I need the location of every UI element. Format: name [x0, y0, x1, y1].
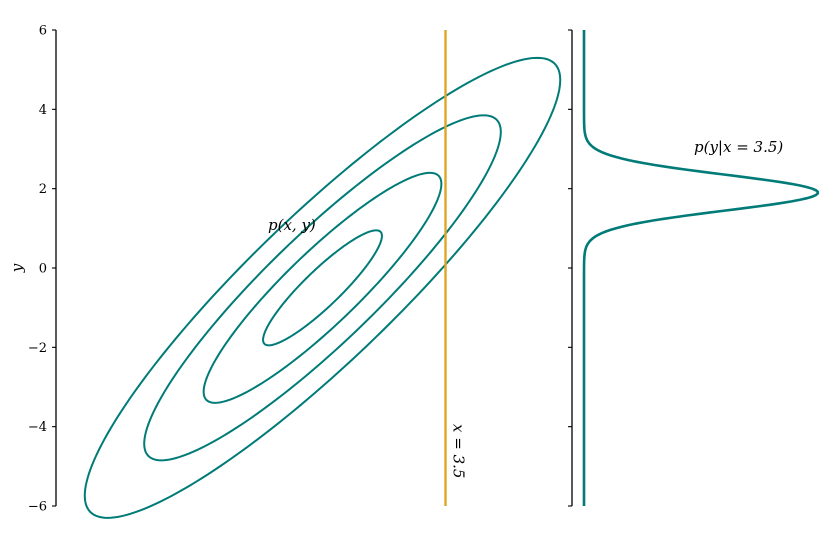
contour-level-1 [262, 229, 383, 347]
cut-line-label: x = 3.5 [450, 424, 468, 478]
joint-panel: 6 4 2 0 −2 −4 −6 x = 3.5 p(x, y) y [8, 24, 562, 519]
joint-y-tick-label: −6 [28, 500, 47, 515]
conditional-panel: p(y|x = 3.5) [568, 29, 820, 507]
joint-y-axis-label: y [8, 263, 26, 273]
joint-y-tick-label: 4 [39, 103, 47, 118]
conditional-y-ticks [568, 29, 572, 507]
joint-y-tick-label: −4 [28, 420, 47, 435]
conditional-annotation: p(y|x = 3.5) [694, 138, 783, 156]
contour-level-3 [143, 114, 502, 462]
joint-y-ticks: 6 4 2 0 −2 −4 −6 [28, 24, 56, 515]
joint-y-tick-label: 2 [39, 182, 47, 197]
joint-contours [83, 56, 562, 519]
joint-annotation: p(x, y) [268, 216, 316, 234]
joint-y-tick-label: −2 [28, 341, 47, 356]
contour-level-2 [202, 171, 443, 404]
contour-level-4 [83, 56, 562, 519]
joint-y-tick-label: 6 [39, 24, 47, 39]
conditional-density-curve [582, 30, 820, 506]
joint-y-tick-label: 0 [39, 262, 47, 277]
